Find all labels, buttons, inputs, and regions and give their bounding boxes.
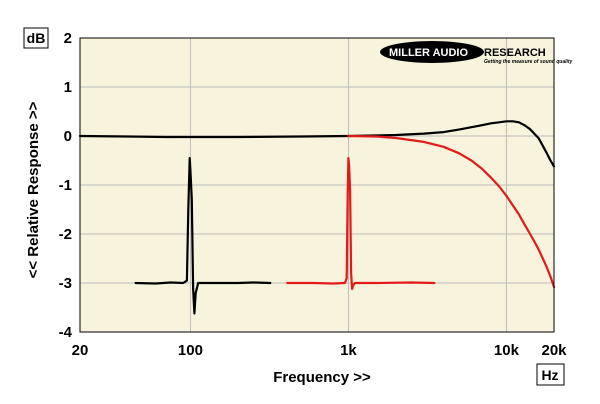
y-tick-label: -2 xyxy=(59,226,72,243)
series-1-line-0 xyxy=(347,134,556,288)
series-0-line-1 xyxy=(134,157,272,315)
y-unit-box xyxy=(23,27,49,49)
miller-audio-research-logo: MILLER AUDIO RESEARCH Getting the measur… xyxy=(380,41,573,65)
x-tick-label: 10k xyxy=(494,342,520,359)
y-tick-label: 0 xyxy=(64,128,72,145)
series-layer xyxy=(78,120,556,315)
y-axis-title: << Relative Response >> xyxy=(25,101,42,278)
x-tick-label: 100 xyxy=(178,342,203,359)
x-unit-box xyxy=(536,363,565,386)
x-tick-labels: 20 100 1k 10k 20k xyxy=(72,342,568,359)
series-0-line-0 xyxy=(78,120,556,168)
y-tick-label: -3 xyxy=(59,275,72,292)
logo-text-right: RESEARCH xyxy=(484,47,546,59)
y-tick-label: -1 xyxy=(59,177,72,194)
y-unit-label: dB xyxy=(27,30,46,46)
x-tick-label: 1k xyxy=(340,342,357,359)
x-unit-label: Hz xyxy=(541,367,558,383)
x-tick-label: 20k xyxy=(541,342,567,359)
x-axis-title: Frequency >> xyxy=(273,369,371,386)
series-1-line-1 xyxy=(286,157,436,290)
y-tick-label: 1 xyxy=(64,79,72,96)
y-tick-label: 2 xyxy=(64,30,72,47)
x-tick-label: 20 xyxy=(72,342,89,359)
y-tick-label: -4 xyxy=(59,324,73,341)
logo-tagline: Getting the measure of sound quality xyxy=(484,59,573,65)
logo-text-left: MILLER AUDIO xyxy=(389,47,468,59)
plot-frame xyxy=(79,37,555,333)
y-tick-labels: 2 1 0 -1 -2 -3 -4 xyxy=(59,30,73,341)
logo-ellipse xyxy=(380,41,484,63)
